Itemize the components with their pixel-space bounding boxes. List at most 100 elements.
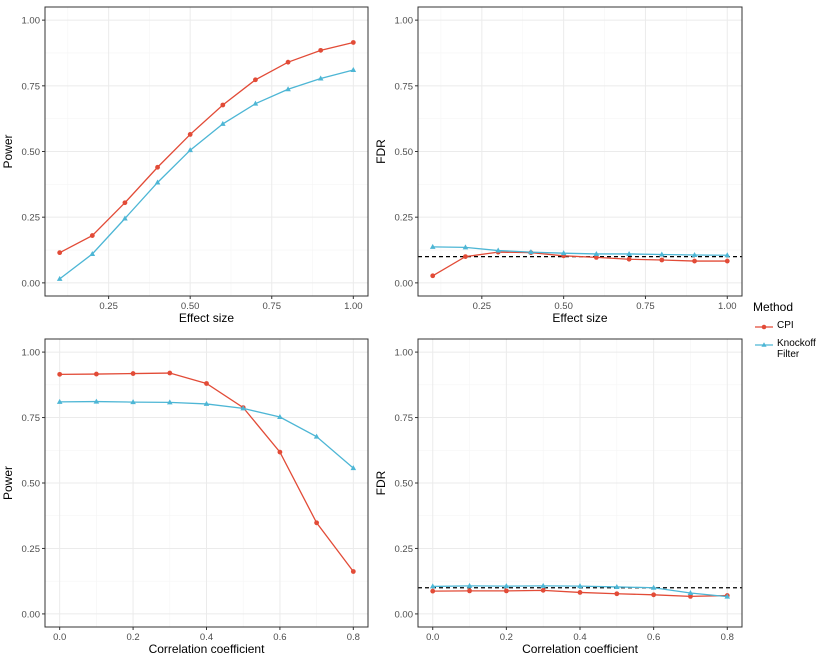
data-point-knockoff-filter — [560, 250, 567, 256]
series-line-cpi — [59, 41, 354, 254]
data-point-knockoff-filter — [687, 589, 694, 595]
data-point-cpi — [614, 591, 620, 597]
data-point-knockoff-filter — [220, 120, 226, 126]
data-point-cpi — [593, 254, 599, 260]
data-point-cpi — [314, 520, 320, 526]
y-tick-label: 0.75 — [395, 81, 414, 92]
y-tick-label: 0.75 — [22, 81, 41, 92]
data-point-knockoff-filter — [285, 86, 291, 92]
data-point-cpi — [724, 258, 730, 264]
x-tick-label: 0.75 — [636, 301, 655, 312]
data-point-cpi — [57, 371, 63, 377]
data-point-cpi — [167, 370, 173, 376]
y-tick-label: 0.00 — [22, 278, 41, 289]
data-point-cpi — [253, 77, 258, 83]
panel-bottom-right: 0.00 0.25 0.50 0.75 1.00 0.0 0.2 0.4 0.6 0.8 Corre… — [374, 338, 743, 656]
y-tick-label: 1.00 — [22, 348, 41, 359]
data-point-knockoff-filter — [691, 252, 698, 258]
y-tick-label: 0.50 — [22, 147, 41, 158]
x-axis-title: Effect size — [552, 311, 607, 325]
data-point-cpi — [692, 258, 697, 264]
x-tick-label: 0.75 — [263, 301, 282, 312]
data-point-knockoff-filter — [122, 215, 128, 221]
x-tick-label: 0.6 — [647, 632, 660, 643]
series-line-knockoff-filter — [432, 246, 728, 256]
y-tick-label: 1.00 — [22, 16, 41, 27]
data-point-knockoff-filter — [313, 433, 320, 439]
data-point-knockoff-filter — [429, 243, 436, 249]
data-point-knockoff-filter — [503, 583, 510, 589]
series-line-cpi — [432, 251, 728, 277]
y-tick-label: 0.00 — [395, 609, 414, 620]
data-point-knockoff-filter — [724, 252, 731, 258]
data-point-knockoff-filter — [187, 147, 193, 153]
legend-key-cpi — [755, 324, 773, 330]
data-point-knockoff-filter — [577, 583, 583, 589]
data-point-cpi — [122, 200, 128, 206]
y-tick-label: 0.00 — [395, 278, 414, 289]
data-point-cpi — [503, 588, 509, 594]
x-axis-title: Correlation coefficient — [522, 642, 639, 656]
y-tick-label: 0.75 — [395, 413, 414, 424]
legend-label-cpi: CPI — [777, 320, 794, 331]
data-point-knockoff-filter — [659, 251, 665, 257]
data-point-knockoff-filter — [466, 582, 473, 588]
triangle-marker-icon — [761, 342, 767, 347]
data-point-knockoff-filter — [462, 244, 469, 250]
legend-item-cpi: CPI — [753, 320, 829, 334]
data-point-cpi — [430, 273, 436, 279]
y-tick-label: 0.50 — [395, 479, 414, 490]
panel-bottom-left: 0.00 0.25 0.50 0.75 1.00 0.0 0.2 0.4 0.6 0.8 Corre… — [1, 338, 369, 656]
x-axis-title: Effect size — [179, 311, 234, 325]
data-point-knockoff-filter — [495, 247, 501, 253]
data-point-knockoff-filter — [350, 67, 357, 73]
data-point-knockoff-filter — [252, 100, 259, 106]
y-axis-title: Power — [1, 134, 15, 168]
data-point-cpi — [93, 371, 99, 377]
data-point-knockoff-filter — [154, 179, 161, 185]
data-point-knockoff-filter — [240, 405, 247, 411]
data-point-knockoff-filter — [277, 414, 283, 420]
data-point-cpi — [187, 132, 193, 137]
data-point-cpi — [155, 164, 160, 170]
circle-marker-icon — [761, 324, 767, 330]
x-tick-label: 0.8 — [721, 632, 734, 643]
legend-item-knockoff: Knockoff Filter — [753, 338, 829, 360]
x-tick-label: 0.2 — [500, 632, 513, 643]
y-axis-title: Power — [1, 466, 15, 500]
data-point-knockoff-filter — [317, 75, 324, 81]
data-point-knockoff-filter — [429, 583, 436, 589]
x-tick-label: 0.4 — [200, 632, 213, 643]
y-tick-label: 0.25 — [22, 544, 41, 555]
panel-top-left: 0.00 0.25 0.50 0.75 1.00 0.25 0.50 0.75 1.00 Effe… — [1, 6, 369, 325]
data-point-cpi — [651, 592, 657, 598]
x-tick-label: 0.50 — [554, 301, 573, 312]
data-point-cpi — [220, 102, 226, 108]
data-point-cpi — [318, 47, 324, 53]
x-tick-label: 0.4 — [573, 632, 586, 643]
data-point-knockoff-filter — [528, 249, 534, 255]
x-tick-label: 0.8 — [347, 632, 360, 643]
x-tick-label: 0.25 — [473, 301, 492, 312]
data-point-cpi — [57, 250, 63, 256]
data-point-knockoff-filter — [540, 582, 546, 588]
data-point-cpi — [204, 381, 209, 386]
x-tick-label: 0.50 — [181, 301, 200, 312]
data-point-cpi — [350, 569, 356, 574]
legend-key-knockoff — [755, 342, 773, 347]
data-point-knockoff-filter — [89, 250, 96, 256]
y-tick-label: 0.25 — [395, 544, 414, 555]
data-point-knockoff-filter — [130, 399, 136, 405]
x-axis-title: Correlation coefficient — [149, 642, 266, 656]
data-point-cpi — [285, 59, 291, 65]
data-point-cpi — [430, 588, 436, 594]
legend: Method CPI Knockoff Filter — [753, 300, 829, 364]
y-tick-label: 0.25 — [395, 213, 414, 224]
data-point-knockoff-filter — [56, 398, 63, 404]
y-tick-label: 1.00 — [395, 16, 414, 27]
data-point-knockoff-filter — [650, 584, 657, 590]
data-point-cpi — [467, 588, 472, 594]
x-tick-label: 0.25 — [99, 301, 118, 312]
